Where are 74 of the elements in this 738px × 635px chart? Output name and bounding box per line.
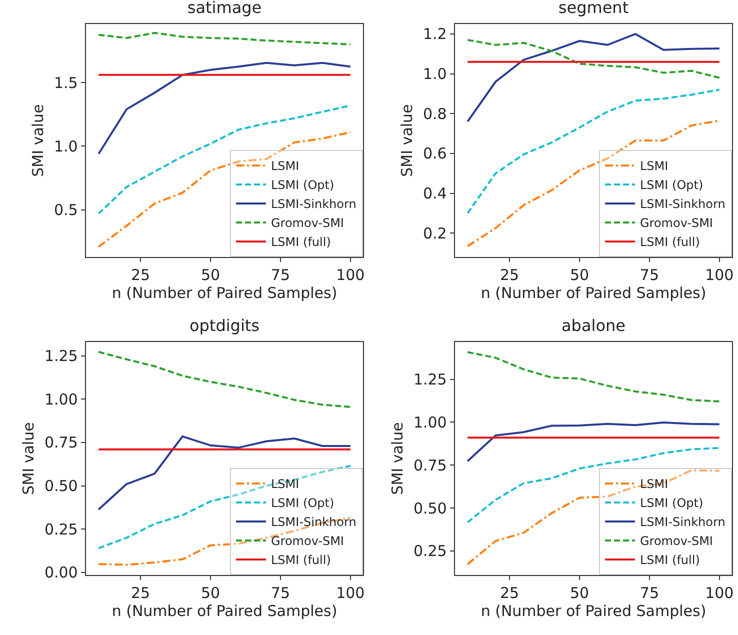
- y-tick-label: 1.00: [413, 413, 447, 432]
- legend-label: LSMI (full): [640, 235, 700, 250]
- y-tick-label: 1.0: [422, 65, 447, 84]
- y-tick-label: 0.50: [44, 477, 78, 496]
- x-axis-title: n (Number of Paired Samples): [112, 284, 338, 302]
- x-tick-label: 100: [336, 266, 365, 284]
- y-tick-label: 0.75: [413, 456, 447, 474]
- y-axis-title: SMI value: [388, 422, 407, 495]
- x-tick-label: 25: [500, 584, 520, 602]
- x-tick-label: 25: [131, 584, 150, 602]
- chart-title: abalone: [562, 316, 626, 336]
- line-series: [466, 38, 720, 79]
- x-tick-label: 50: [570, 584, 590, 602]
- y-tick-label: 0.6: [422, 144, 447, 163]
- y-tick-label: 0.25: [44, 520, 78, 538]
- legend-label: LSMI: [640, 159, 668, 174]
- legend-label: LSMI: [271, 477, 300, 492]
- x-tick-label: 75: [640, 584, 660, 602]
- y-axis-title: SMI value: [398, 104, 416, 177]
- line-series: [98, 32, 352, 46]
- chart-title: satimage: [187, 0, 262, 18]
- legend-label: LSMI (full): [271, 235, 331, 250]
- y-tick-label: 0.2: [422, 224, 447, 242]
- y-tick-label: 0.00: [44, 564, 78, 582]
- line-series: [98, 350, 352, 408]
- legend-label: Gromov-SMI: [271, 216, 344, 230]
- y-axis-title: SMI value: [29, 104, 48, 177]
- x-tick-label: 75: [270, 266, 290, 284]
- x-tick-label: 75: [270, 584, 290, 602]
- x-tick-label: 25: [131, 266, 150, 284]
- line-series: [466, 422, 720, 462]
- y-tick-label: 1.0: [54, 137, 78, 156]
- x-tick-label: 100: [705, 266, 734, 284]
- legend-label: LSMI-Sinkhorn: [640, 515, 726, 530]
- y-tick-label: 1.00: [44, 390, 78, 408]
- legend-label: LSMI (Opt): [271, 178, 334, 192]
- legend-label: LSMI-Sinkhorn: [640, 197, 726, 212]
- y-tick-label: 0.75: [44, 434, 78, 452]
- y-tick-label: 0.8: [422, 104, 447, 123]
- x-axis-title: n (Number of Paired Samples): [480, 602, 706, 620]
- legend-label: LSMI-Sinkhorn: [271, 197, 356, 212]
- legend-label: LSMI (Opt): [271, 496, 334, 510]
- legend-label: LSMI (full): [271, 553, 331, 568]
- x-tick-label: 100: [336, 584, 365, 602]
- chart-title: segment: [558, 0, 629, 18]
- legend-label: Gromov-SMI: [640, 216, 713, 230]
- x-tick-label: 25: [500, 266, 520, 284]
- chart-title: optdigits: [189, 316, 260, 336]
- x-axis-title: n (Number of Paired Samples): [480, 284, 706, 302]
- x-tick-label: 100: [705, 584, 734, 602]
- y-axis-title: SMI value: [20, 422, 38, 495]
- legend-label: Gromov-SMI: [271, 534, 344, 548]
- legend-label: Gromov-SMI: [640, 534, 713, 548]
- line-series: [98, 435, 352, 511]
- y-tick-label: 0.4: [422, 184, 447, 203]
- y-tick-label: 0.50: [413, 499, 447, 518]
- x-tick-label: 50: [200, 266, 220, 284]
- legend-label: LSMI (Opt): [640, 178, 704, 192]
- y-tick-label: 1.25: [44, 347, 78, 366]
- y-tick-label: 0.5: [54, 201, 78, 220]
- legend-label: LSMI (full): [640, 553, 700, 568]
- x-tick-label: 50: [200, 584, 220, 602]
- y-tick-label: 1.2: [422, 25, 447, 44]
- y-tick-label: 1.25: [413, 370, 447, 389]
- x-axis-title: n (Number of Paired Samples): [112, 602, 338, 620]
- legend-label: LSMI (Opt): [640, 496, 704, 510]
- y-tick-label: 0.25: [413, 542, 447, 560]
- x-tick-label: 50: [570, 266, 590, 284]
- line-series: [98, 62, 352, 155]
- x-tick-label: 75: [640, 266, 660, 284]
- line-series: [466, 351, 720, 402]
- line-series: [466, 32, 720, 123]
- y-tick-label: 1.5: [54, 74, 78, 92]
- legend-label: LSMI: [271, 159, 300, 174]
